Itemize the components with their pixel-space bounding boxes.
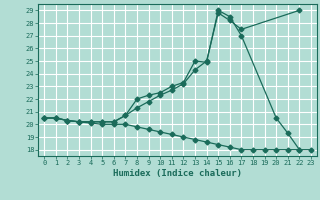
X-axis label: Humidex (Indice chaleur): Humidex (Indice chaleur): [113, 169, 242, 178]
